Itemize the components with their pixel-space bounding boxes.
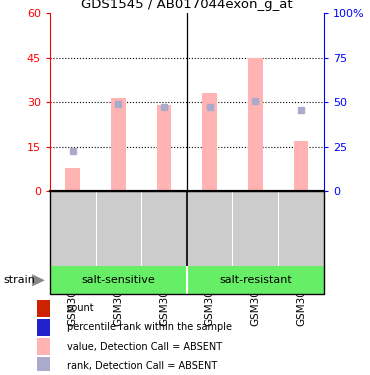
Text: rank, Detection Call = ABSENT: rank, Detection Call = ABSENT: [67, 361, 217, 371]
Text: strain: strain: [4, 275, 36, 285]
Bar: [37, 338, 50, 355]
Bar: [37, 357, 50, 374]
Bar: [248, 58, 263, 191]
Bar: [111, 98, 126, 191]
Text: percentile rank within the sample: percentile rank within the sample: [67, 322, 232, 332]
Polygon shape: [32, 274, 45, 286]
Bar: [202, 93, 217, 191]
Text: value, Detection Call = ABSENT: value, Detection Call = ABSENT: [67, 342, 222, 352]
Title: GDS1545 / AB017044exon_g_at: GDS1545 / AB017044exon_g_at: [81, 0, 293, 10]
Bar: [37, 300, 50, 316]
Bar: [37, 319, 50, 336]
Text: salt-sensitive: salt-sensitive: [81, 275, 155, 285]
Bar: [157, 105, 171, 191]
Text: salt-resistant: salt-resistant: [219, 275, 292, 285]
Text: count: count: [67, 303, 94, 313]
Bar: [65, 168, 80, 191]
Bar: [294, 141, 308, 191]
